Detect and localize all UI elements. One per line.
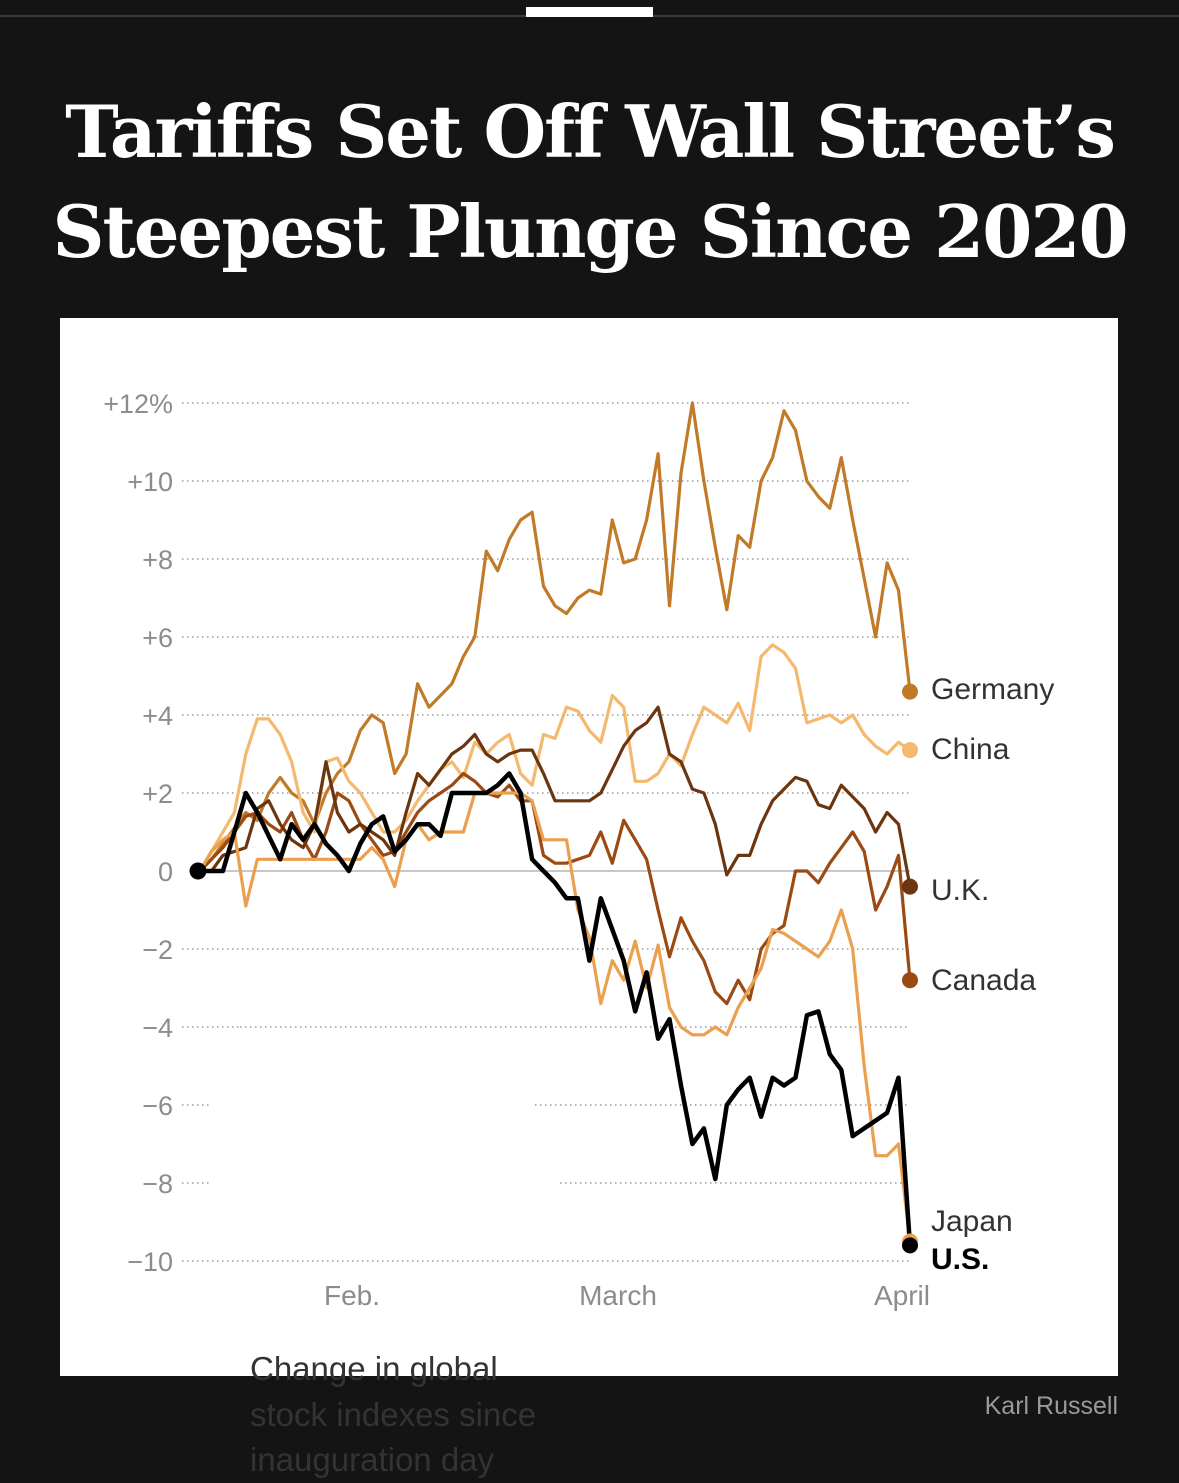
x-tick-label: April	[874, 1280, 930, 1311]
series-label-uk: U.K.	[931, 874, 989, 907]
y-tick-label: −6	[142, 1091, 173, 1121]
series-label-china: China	[931, 733, 1010, 766]
series-line-us	[197, 771, 913, 1248]
y-tick-label: +8	[142, 545, 173, 575]
series-label-us: U.S.	[931, 1243, 989, 1276]
end-marker-germany	[902, 683, 918, 700]
end-marker-canada	[902, 972, 918, 989]
series-label-germany: Germany	[931, 673, 1054, 706]
series-line-uk	[198, 705, 912, 889]
y-tick-label: −8	[142, 1169, 173, 1199]
series-line-japan	[198, 791, 912, 1244]
y-tick-label: +4	[142, 701, 173, 731]
end-marker-uk	[902, 878, 918, 895]
series-label-japan: Japan	[931, 1205, 1013, 1238]
start-marker	[189, 862, 207, 880]
y-tick-label: −10	[127, 1247, 173, 1277]
chart-panel: +12% +10 +8 +6 +4 +2 0 −2 −4 −6 −8 −10 Feb. March Apri…	[60, 318, 1118, 1478]
x-tick-label: March	[579, 1280, 657, 1311]
end-marker-us	[902, 1237, 918, 1254]
y-tick-label: −4	[142, 1013, 173, 1043]
end-marker-china	[902, 742, 918, 759]
line-chart: +12% +10 +8 +6 +4 +2 0 −2 −4 −6 −8 −10 Feb. March Apri…	[103, 389, 1054, 1311]
y-tick-label: +2	[142, 779, 173, 809]
series-label-canada: Canada	[931, 964, 1036, 997]
y-tick-label: +10	[127, 467, 173, 497]
series-line-canada	[198, 771, 912, 1006]
chart-title-annotation: Change in global stock indexes since ina…	[250, 1350, 537, 1478]
y-tick-label: +6	[142, 623, 173, 653]
top-tab-indicator	[526, 7, 653, 17]
headline: Tariffs Set Off Wall Street’s Steepest P…	[52, 89, 1128, 274]
x-tick-label: Feb.	[324, 1280, 380, 1311]
y-tick-label: −2	[142, 935, 173, 965]
y-tick-label: 0	[158, 857, 173, 887]
byline-credit: Karl Russell	[984, 1392, 1118, 1420]
y-tick-label: +12%	[103, 389, 173, 419]
